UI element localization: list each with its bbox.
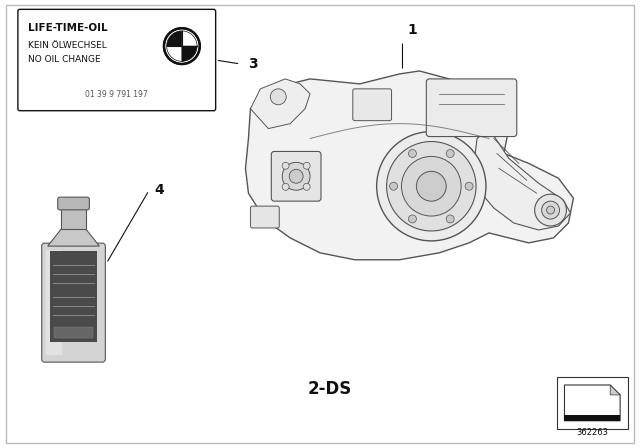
FancyBboxPatch shape [250, 206, 279, 228]
Circle shape [465, 182, 473, 190]
Text: LIFE-TIME-OIL: LIFE-TIME-OIL [28, 23, 108, 33]
Circle shape [390, 182, 397, 190]
Circle shape [377, 132, 486, 241]
Circle shape [408, 215, 417, 223]
Circle shape [417, 171, 446, 201]
Circle shape [303, 183, 310, 190]
Circle shape [282, 183, 289, 190]
Circle shape [446, 215, 454, 223]
Text: 3: 3 [248, 57, 258, 71]
FancyBboxPatch shape [426, 79, 516, 137]
Circle shape [547, 206, 554, 214]
Polygon shape [564, 385, 620, 421]
Circle shape [303, 162, 310, 169]
Wedge shape [166, 46, 182, 61]
Text: 1: 1 [408, 23, 417, 37]
Circle shape [289, 169, 303, 183]
Text: 362263: 362263 [576, 428, 608, 437]
FancyBboxPatch shape [18, 9, 216, 111]
Circle shape [408, 150, 417, 158]
Circle shape [387, 142, 476, 231]
FancyBboxPatch shape [58, 197, 90, 210]
Circle shape [541, 201, 559, 219]
Polygon shape [610, 385, 620, 395]
FancyBboxPatch shape [271, 151, 321, 201]
Text: 2-DS: 2-DS [308, 380, 352, 398]
Bar [54, 327, 93, 338]
Circle shape [164, 28, 200, 64]
Circle shape [446, 150, 454, 158]
Circle shape [270, 89, 286, 105]
Polygon shape [250, 79, 310, 129]
Text: 01 39 9 791 197: 01 39 9 791 197 [85, 90, 148, 99]
Text: KEIN ÖLWECHSEL: KEIN ÖLWECHSEL [28, 41, 107, 50]
Bar [564, 415, 620, 421]
Polygon shape [48, 229, 99, 246]
Wedge shape [166, 31, 182, 46]
FancyBboxPatch shape [45, 250, 62, 355]
FancyBboxPatch shape [42, 243, 106, 362]
Circle shape [534, 194, 566, 226]
Bar [61, 208, 86, 229]
Circle shape [282, 162, 310, 190]
Wedge shape [182, 31, 197, 46]
Text: NO OIL CHANGE: NO OIL CHANGE [28, 55, 100, 64]
Text: 4: 4 [154, 183, 164, 197]
Polygon shape [246, 71, 573, 260]
Circle shape [282, 162, 289, 169]
Circle shape [401, 156, 461, 216]
Bar [50, 251, 97, 342]
Wedge shape [182, 46, 197, 61]
Bar [557, 377, 628, 429]
Polygon shape [474, 129, 570, 230]
FancyBboxPatch shape [353, 89, 392, 121]
